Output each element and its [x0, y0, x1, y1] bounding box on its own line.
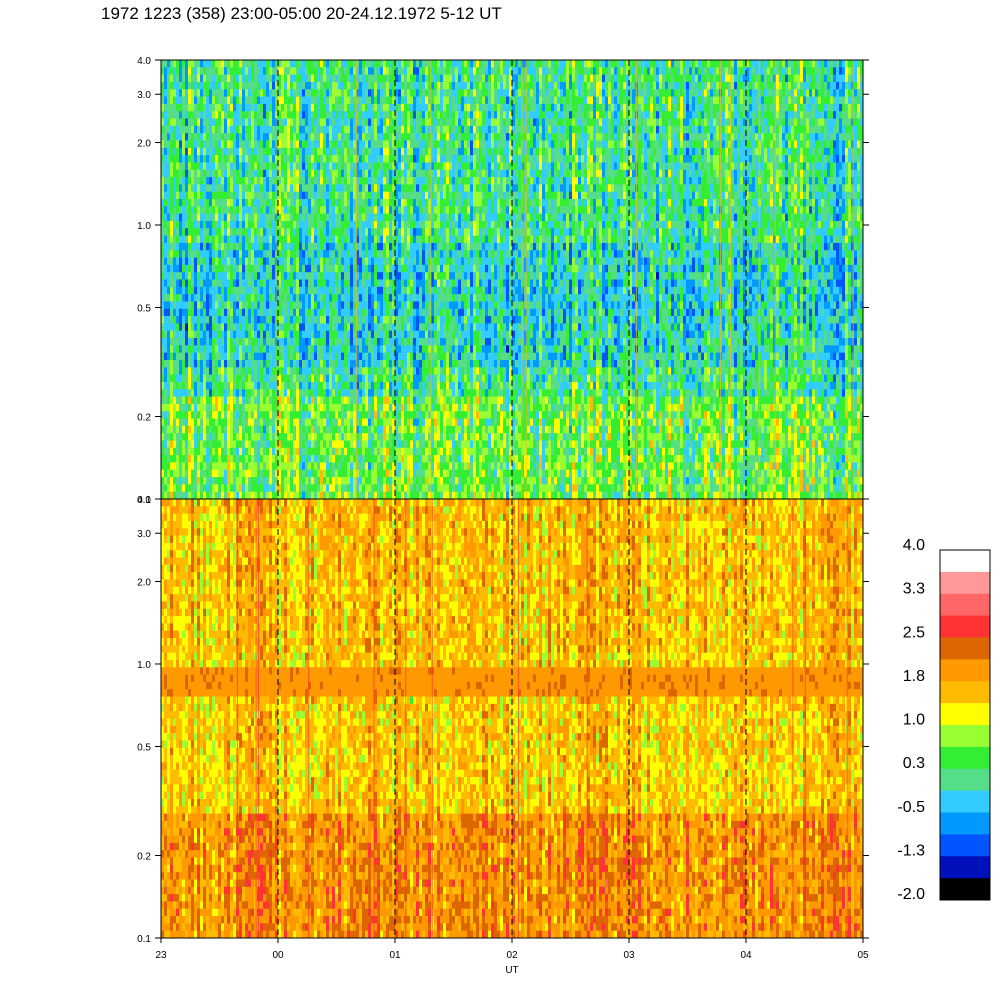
colorbar-swatch [940, 813, 990, 835]
x-tick-label: 00 [272, 950, 284, 961]
x-axis: 23 00 01 02 03 04 05 UT [155, 938, 869, 976]
x-tick-label: 02 [506, 950, 518, 961]
colorbar-swatch [940, 638, 990, 660]
lower-y-tick-label: 0.1 [137, 934, 151, 945]
colorbar-label: 0.3 [903, 755, 925, 772]
upper-y-tick-label: 0.2 [137, 413, 151, 424]
x-tick-label: 03 [623, 950, 635, 961]
lower-y-tick-label: 0.2 [137, 852, 151, 863]
x-tick-label: 23 [155, 950, 167, 961]
colorbar-swatch [940, 550, 990, 572]
lower-y-tick-label: 2.0 [137, 577, 151, 588]
colorbar-label: 2.5 [903, 624, 925, 641]
upper-panel: 0.10.20.51.02.03.04.0 [137, 56, 869, 506]
colorbar-swatch [940, 878, 990, 900]
colorbar-swatch [940, 769, 990, 791]
lower-y-tick-label: 0.5 [137, 742, 151, 753]
colorbar-label: -1.3 [897, 842, 925, 859]
colorbar-swatch [940, 856, 990, 878]
upper-y-tick-label: 2.0 [137, 138, 151, 149]
lower-panel: 0.1 0.2 0.5 1.0 2.0 3.0 4.0 [137, 495, 869, 945]
colorbar-label: 3.3 [903, 581, 925, 598]
x-tick-label: 04 [740, 950, 752, 961]
upper-y-tick-label: 0.5 [137, 303, 151, 314]
lower-y-tick-label: 1.0 [137, 660, 151, 671]
x-tick-label: 05 [857, 950, 869, 961]
upper-y-tick-label: 4.0 [137, 56, 151, 67]
upper-y-tick-label: 1.0 [137, 221, 151, 232]
colorbar-label: 4.0 [903, 537, 925, 554]
colorbar-label: 1.0 [903, 712, 925, 729]
colorbar: 4.0 3.3 2.5 1.8 1.0 0.3 -0.5 -1.3 -2.0 [897, 537, 990, 903]
lower-y-tick-label: 4.0 [137, 495, 151, 506]
colorbar-swatch [940, 834, 990, 856]
x-axis-label: UT [505, 965, 518, 976]
colorbar-swatch [940, 747, 990, 769]
lower-y-tick-label: 3.0 [137, 529, 151, 540]
colorbar-swatch [940, 659, 990, 681]
colorbar-swatch [940, 572, 990, 594]
colorbar-label: -2.0 [897, 886, 925, 903]
x-tick-label: 01 [389, 950, 401, 961]
upper-y-tick-label: 3.0 [137, 90, 151, 101]
colorbar-swatch [940, 681, 990, 703]
colorbar-swatch [940, 791, 990, 813]
colorbar-swatch [940, 616, 990, 638]
colorbar-label: 1.8 [903, 668, 925, 685]
colorbar-swatch [940, 594, 990, 616]
colorbar-label: -0.5 [897, 799, 925, 816]
colorbar-swatch [940, 703, 990, 725]
colorbar-swatch [940, 725, 990, 747]
